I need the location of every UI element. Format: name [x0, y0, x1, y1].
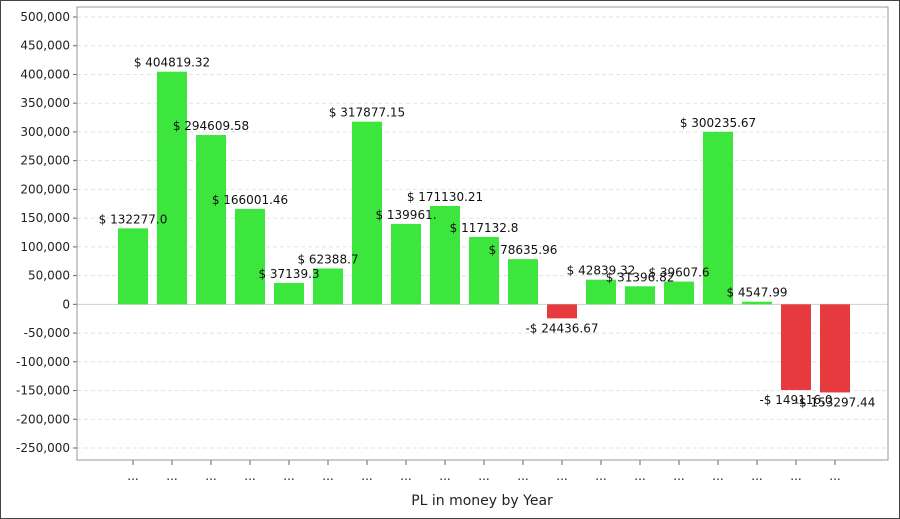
- y-axis-ticks: 500,000 450,000 400,000 350,000 300,000 250,0…: [16, 10, 77, 455]
- y-tick-label: -250,000: [16, 441, 70, 455]
- y-tick-label: 100,000: [20, 240, 70, 254]
- data-label: $ 166001.46: [212, 193, 288, 207]
- x-tick-label: ...: [634, 469, 645, 483]
- y-tick-label: 500,000: [20, 10, 70, 24]
- bar: [781, 304, 811, 391]
- data-label: $ 171130.21: [407, 190, 483, 204]
- grid-lines: [77, 16, 888, 449]
- bar: [274, 282, 304, 305]
- x-tick-label: ...: [205, 469, 216, 483]
- x-tick-label: ...: [361, 469, 372, 483]
- x-axis-ticks: ........................................…: [127, 460, 841, 483]
- y-tick-label: 400,000: [20, 67, 70, 81]
- bar: [664, 281, 694, 305]
- data-label: $ 300235.67: [680, 116, 756, 130]
- data-label: -$ 153297.44: [795, 395, 876, 409]
- y-tick-label: -200,000: [16, 412, 70, 426]
- data-label: $ 404819.32: [134, 56, 210, 70]
- y-tick-label: 50,000: [28, 269, 70, 283]
- x-tick-label: ...: [283, 469, 294, 483]
- y-tick-label: 450,000: [20, 39, 70, 53]
- bars: [118, 71, 850, 393]
- y-tick-label: -100,000: [16, 355, 70, 369]
- data-label: $ 39607.6: [648, 266, 709, 280]
- data-label: $ 37139.3: [258, 267, 319, 281]
- x-axis-title: PL in money by Year: [411, 493, 553, 509]
- x-tick-label: ...: [790, 469, 801, 483]
- x-tick-label: ...: [322, 469, 333, 483]
- bar: [235, 208, 265, 305]
- bar: [313, 268, 343, 305]
- y-tick-label: -50,000: [24, 326, 70, 340]
- bar: [625, 286, 655, 305]
- x-tick-label: ...: [439, 469, 450, 483]
- x-tick-label: ...: [517, 469, 528, 483]
- data-label: $ 4547.99: [726, 286, 787, 300]
- data-label: -$ 149116.0: [759, 393, 832, 407]
- y-tick-label: -150,000: [16, 384, 70, 398]
- data-label: $ 294609.58: [173, 119, 249, 133]
- x-tick-label: ...: [712, 469, 723, 483]
- bar: [742, 301, 772, 305]
- y-tick-label: 200,000: [20, 182, 70, 196]
- bar: [508, 259, 538, 305]
- bar: [118, 228, 148, 305]
- y-tick-label: 300,000: [20, 125, 70, 139]
- data-label: $ 42839.32: [567, 264, 636, 278]
- bar: [430, 205, 460, 305]
- data-label: -$ 24436.67: [525, 321, 598, 335]
- data-label: $ 139961.: [375, 208, 436, 222]
- x-tick-label: ...: [166, 469, 177, 483]
- bar: [391, 223, 421, 305]
- x-tick-label: ...: [244, 469, 255, 483]
- x-tick-label: ...: [751, 469, 762, 483]
- x-tick-label: ...: [829, 469, 840, 483]
- y-tick-label: 250,000: [20, 154, 70, 168]
- x-tick-label: ...: [673, 469, 684, 483]
- bar: [352, 121, 382, 305]
- y-tick-label: 0: [62, 297, 70, 311]
- x-tick-label: ...: [595, 469, 606, 483]
- data-label: $ 117132.8: [450, 221, 519, 235]
- y-tick-label: 150,000: [20, 211, 70, 225]
- data-label: $ 317877.15: [329, 106, 405, 120]
- bar: [586, 279, 616, 305]
- bar: [196, 135, 226, 305]
- bar: [547, 304, 577, 319]
- data-label: $ 78635.96: [489, 243, 558, 257]
- plot-area-border: [76, 6, 889, 461]
- x-tick-label: ...: [478, 469, 489, 483]
- data-label: $ 132277.0: [99, 212, 168, 226]
- bar: [157, 71, 187, 305]
- x-tick-label: ...: [556, 469, 567, 483]
- data-labels: $ 132277.0 $ 404819.32 $ 294609.58 $ 166001…: [99, 56, 876, 410]
- data-label: $ 31396.82: [606, 270, 675, 284]
- y-tick-label: 350,000: [20, 96, 70, 110]
- bar: [820, 304, 850, 393]
- bar: [703, 131, 733, 305]
- bar: [469, 237, 499, 305]
- x-tick-label: ...: [127, 469, 138, 483]
- data-label: $ 62388.7: [297, 252, 358, 266]
- x-tick-label: ...: [400, 469, 411, 483]
